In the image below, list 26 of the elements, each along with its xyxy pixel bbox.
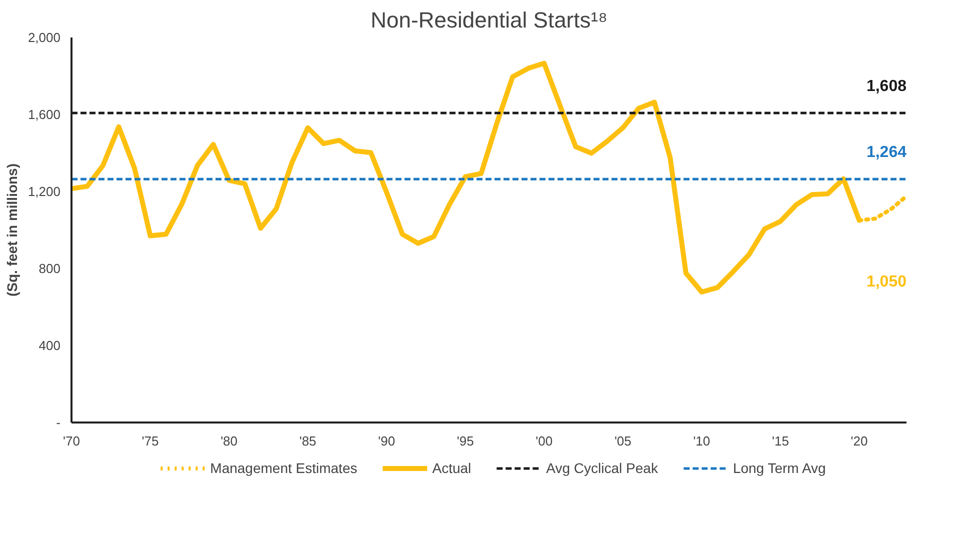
y-tick-label: 1,600	[28, 107, 61, 122]
legend-label: Actual	[432, 460, 472, 476]
y-tick-label: 1,200	[28, 184, 61, 199]
chart-title: Non-Residential Starts¹⁸	[370, 8, 608, 32]
annotation: 1,050	[866, 273, 907, 290]
y-tick-label: 400	[38, 338, 61, 353]
x-tick-label: '00	[536, 434, 553, 448]
x-tick-label: '95	[456, 434, 474, 448]
x-tick-label: '75	[142, 434, 159, 448]
y-tick-label: 2,000	[28, 30, 61, 45]
x-tick-label: '90	[378, 434, 396, 448]
x-tick-label: '20	[850, 434, 868, 448]
x-tick-label: '10	[693, 434, 710, 448]
x-tick-label: '80	[220, 434, 238, 448]
annotation: 1,608	[866, 78, 907, 95]
y-tick-label: -	[56, 415, 61, 430]
y-axis-title: (Sq. feet in millions)	[4, 163, 20, 297]
x-tick-label: '15	[772, 434, 789, 448]
legend-label: Long Term Avg	[732, 460, 826, 476]
y-tick-label: 800	[38, 261, 61, 276]
legend-label: Management Estimates	[210, 460, 358, 476]
x-tick-label: '85	[299, 434, 316, 448]
x-tick-label: '05	[614, 434, 632, 448]
x-tick-label: '70	[63, 434, 80, 448]
annotation: 1,264	[866, 144, 907, 162]
legend-label: Avg Cyclical Peak	[546, 460, 658, 476]
